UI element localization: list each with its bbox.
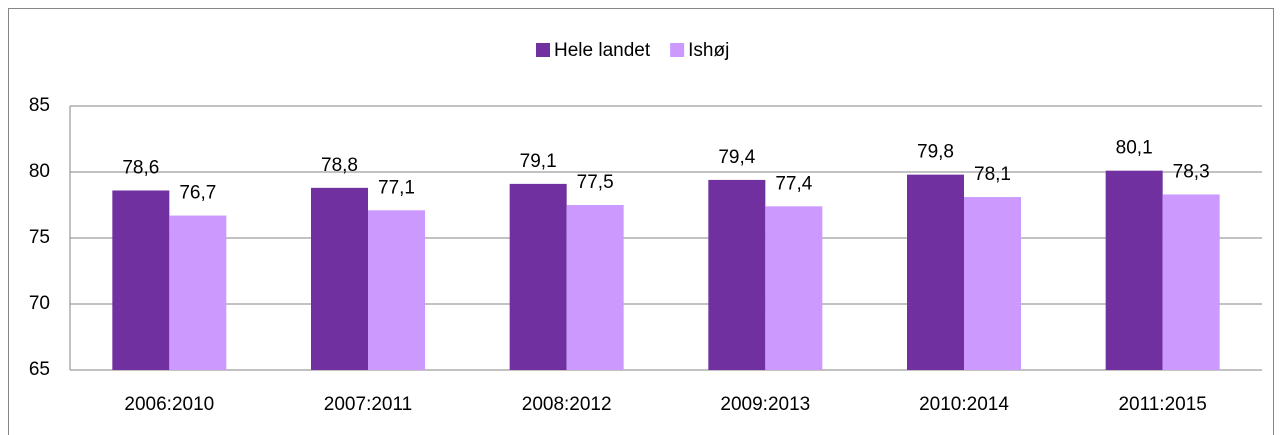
x-tick-label: 2010:2014 [919,394,1009,415]
bar [169,215,227,370]
value-label: 78,3 [1173,161,1210,182]
legend-swatch [536,43,550,57]
bar [112,190,170,370]
bar [509,183,567,370]
y-tick-label: 75 [29,227,50,248]
bar [907,174,964,370]
bar [1162,194,1220,370]
bar [1105,170,1163,370]
value-label: 77,1 [378,177,415,198]
legend-swatch [670,43,685,57]
y-tick-label: 65 [29,359,50,380]
value-label: 80,1 [1116,138,1153,159]
chart-frame [8,8,1274,435]
bar [765,206,823,370]
legend-label: Hele landet [554,40,651,61]
value-label: 79,1 [520,151,557,172]
x-tick-label: 2008:2012 [522,394,612,415]
x-tick-label: 2007:2011 [324,394,412,415]
bar [708,179,766,370]
value-label: 77,5 [577,172,614,193]
value-label: 76,7 [179,183,216,204]
bar [311,187,368,370]
x-tick-label: 2009:2013 [720,394,810,415]
legend-label: Ishøj [688,40,729,61]
x-tick-label: 2006:2010 [124,394,214,415]
value-label: 78,8 [321,155,358,176]
bar [964,197,1021,370]
value-label: 77,4 [775,173,812,194]
bar [566,205,624,370]
value-label: 78,1 [974,164,1011,185]
y-tick-label: 85 [29,95,50,116]
x-tick-label: 2011:2015 [1118,394,1206,415]
bar [368,210,425,370]
value-label: 78,6 [122,157,159,178]
y-tick-label: 80 [29,161,50,182]
value-label: 79,4 [718,147,755,168]
value-label: 79,8 [917,142,954,163]
y-tick-label: 70 [29,293,50,314]
